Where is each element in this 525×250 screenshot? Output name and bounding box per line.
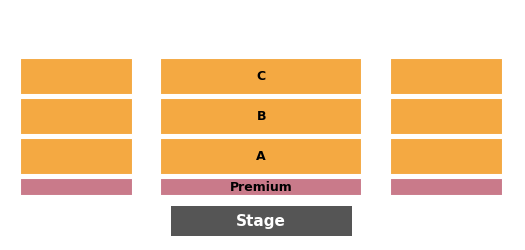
Bar <box>160 178 362 196</box>
Bar <box>390 98 503 135</box>
Bar <box>390 58 503 95</box>
Bar <box>160 58 362 95</box>
Text: B: B <box>256 110 266 123</box>
Text: A: A <box>256 150 266 163</box>
Bar <box>390 138 503 175</box>
Bar <box>20 98 133 135</box>
Bar <box>160 138 362 175</box>
Bar <box>171 206 352 236</box>
Bar <box>20 58 133 95</box>
Text: Stage: Stage <box>236 214 286 229</box>
Bar <box>390 178 503 196</box>
Bar <box>20 178 133 196</box>
Bar <box>160 98 362 135</box>
Text: Premium: Premium <box>230 181 292 194</box>
Bar <box>20 138 133 175</box>
Text: C: C <box>257 70 266 83</box>
